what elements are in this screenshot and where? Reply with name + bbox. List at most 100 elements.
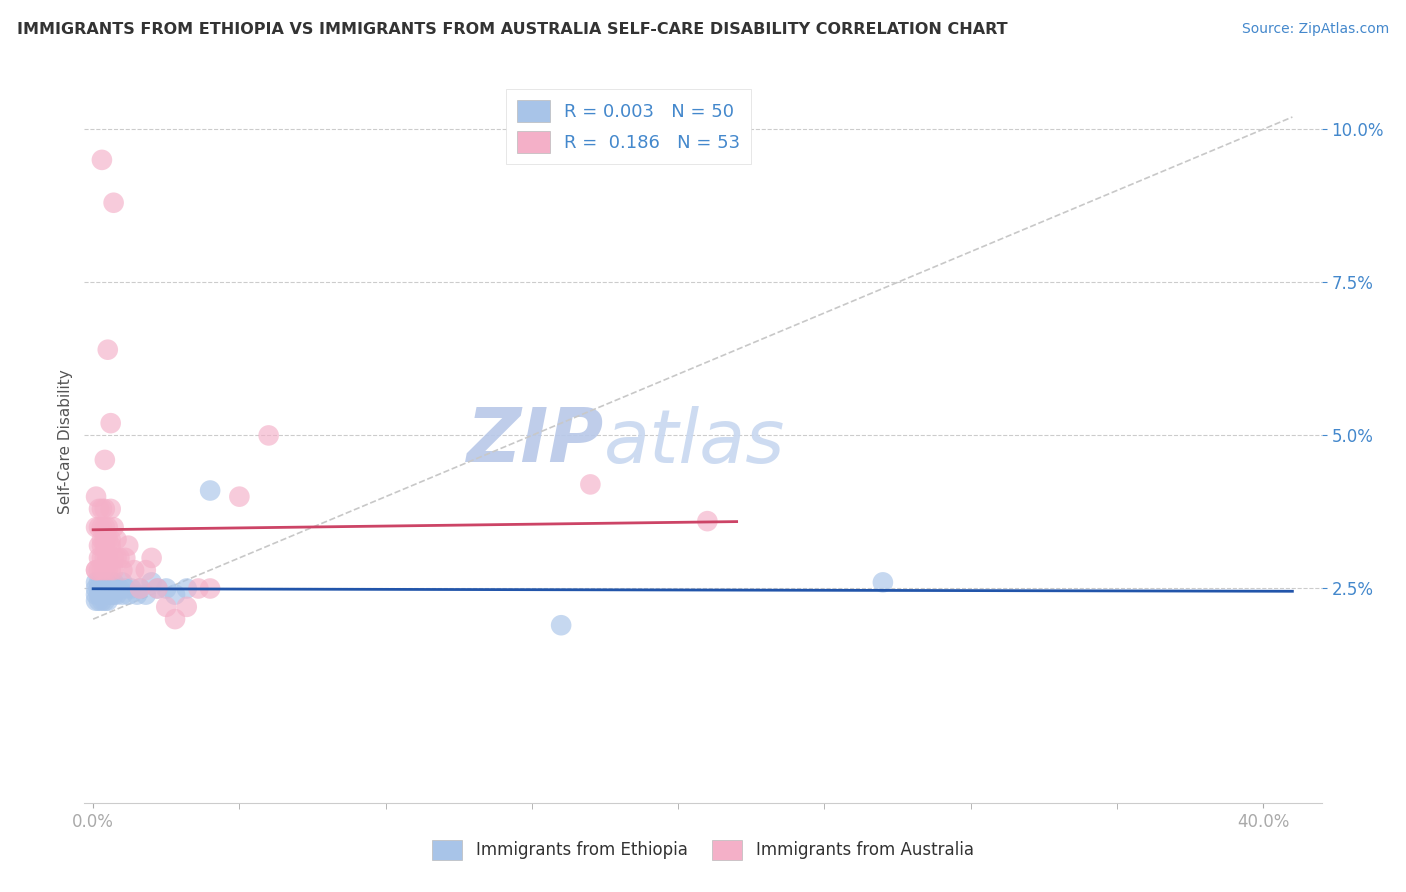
Point [163,588,186,602]
Point [94,588,117,602]
Point [111,575,134,590]
Point [103,195,125,210]
Point [94,539,117,553]
Point [103,520,125,534]
Point [155,599,177,614]
Point [90,502,112,516]
Text: IMMIGRANTS FROM ETHIOPIA VS IMMIGRANTS FROM AUSTRALIA SELF-CARE DISABILITY CORRE: IMMIGRANTS FROM ETHIOPIA VS IMMIGRANTS F… [17,22,1008,37]
Point [94,520,117,534]
Point [97,582,120,596]
Point [146,582,169,596]
Point [87,563,110,577]
Point [117,588,139,602]
Point [87,593,110,607]
Point [94,533,117,547]
Point [90,588,112,602]
Point [100,588,122,602]
Point [696,514,718,528]
Point [120,582,142,596]
Point [90,550,112,565]
Point [198,483,221,498]
Legend: Immigrants from Ethiopia, Immigrants from Australia: Immigrants from Ethiopia, Immigrants fro… [426,833,980,867]
Point [90,575,112,590]
Point [108,550,131,565]
Point [135,588,157,602]
Point [90,539,112,553]
Point [94,550,117,565]
Point [228,490,250,504]
Point [129,582,152,596]
Point [103,588,125,602]
Point [105,588,128,602]
Point [103,550,125,565]
Point [94,588,117,602]
Y-axis label: Self-Care Disability: Self-Care Disability [58,369,73,514]
Point [135,563,157,577]
Point [94,502,117,516]
Point [87,550,110,565]
Point [872,575,894,590]
Point [90,520,112,534]
Point [97,588,120,602]
Point [94,593,117,607]
Point [117,539,139,553]
Point [100,502,122,516]
Point [141,550,163,565]
Text: ZIP: ZIP [467,405,605,478]
Point [97,593,120,607]
Point [125,588,148,602]
Point [84,582,107,596]
Point [108,582,131,596]
Point [84,563,107,577]
Point [87,539,110,553]
Point [103,575,125,590]
Point [176,582,198,596]
Point [84,588,107,602]
Point [114,550,136,565]
Point [579,477,602,491]
Point [90,582,112,596]
Point [97,520,120,534]
Point [550,618,572,632]
Point [94,582,117,596]
Point [90,575,112,590]
Text: atlas: atlas [605,406,786,477]
Text: Source: ZipAtlas.com: Source: ZipAtlas.com [1241,22,1389,37]
Point [84,490,107,504]
Point [105,582,128,596]
Point [198,582,221,596]
Point [141,575,163,590]
Point [187,582,209,596]
Point [90,563,112,577]
Point [97,550,120,565]
Point [103,582,125,596]
Point [97,575,120,590]
Point [100,533,122,547]
Point [87,582,110,596]
Point [111,563,134,577]
Point [100,575,122,590]
Point [111,588,134,602]
Point [90,593,112,607]
Point [163,612,186,626]
Point [100,582,122,596]
Point [100,563,122,577]
Point [87,582,110,596]
Point [122,563,145,577]
Point [129,582,152,596]
Point [97,563,120,577]
Point [84,563,107,577]
Point [257,428,280,442]
Point [87,520,110,534]
Point [87,502,110,516]
Point [103,563,125,577]
Point [105,550,128,565]
Point [97,582,120,596]
Point [97,343,120,357]
Point [155,582,177,596]
Point [84,520,107,534]
Point [87,575,110,590]
Point [97,533,120,547]
Point [114,582,136,596]
Point [84,593,107,607]
